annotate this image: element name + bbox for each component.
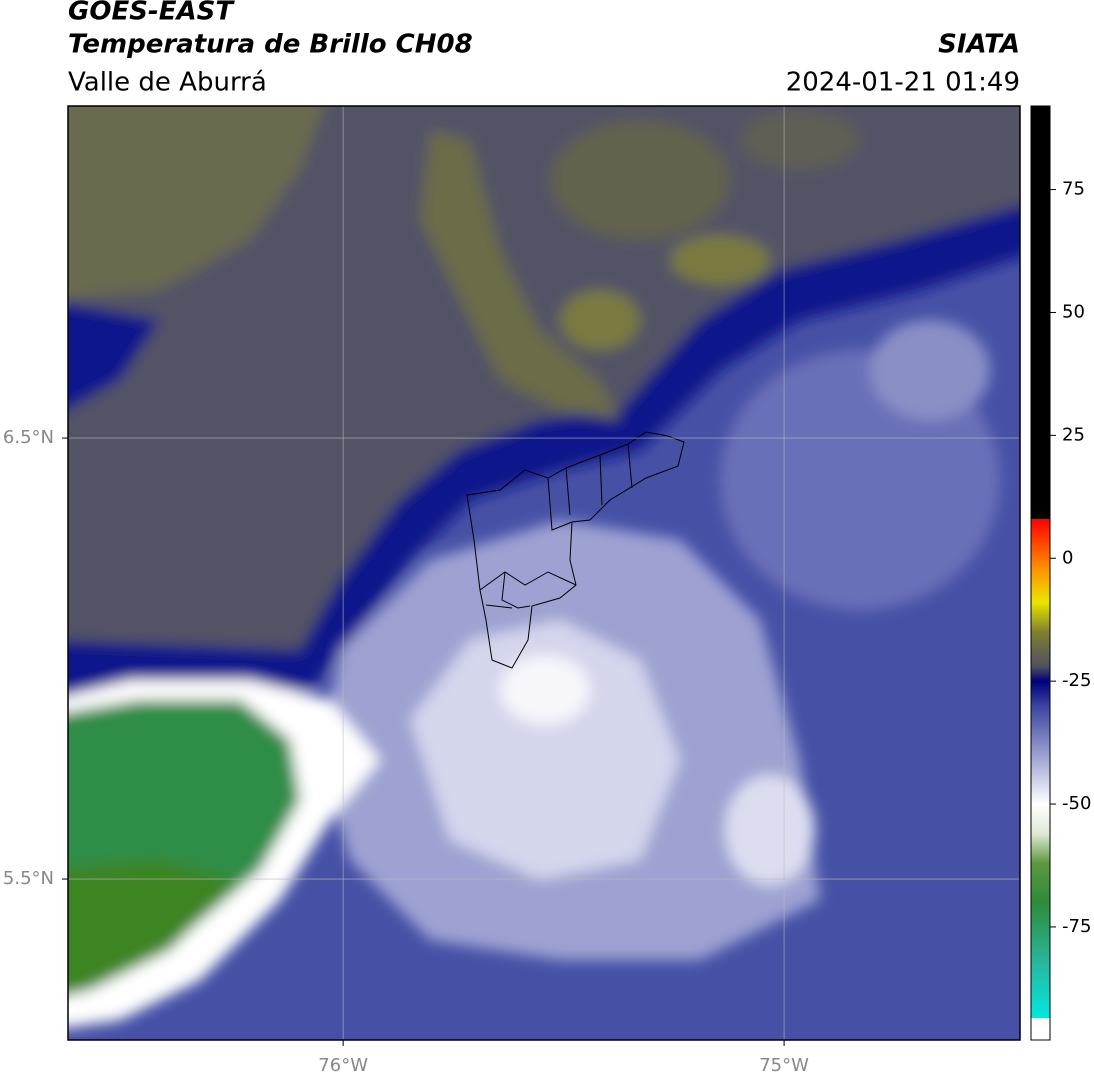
y-tick-label: 5.5°N [3,868,54,889]
colorbar-tick-label: 50 [1062,301,1085,322]
colorbar-tick-label: -75 [1062,916,1091,937]
subtitle: Temperatura de Brillo CH08 [68,30,473,60]
timestamp: 2024-01-21 01:49 [786,68,1020,98]
graticule [68,106,1020,1040]
colorbar-tick-label: 75 [1062,179,1085,200]
municipal-boundaries [466,431,685,669]
y-tick-label: 6.5°N [3,427,54,448]
colorbar [1030,105,1051,1041]
source: SIATA [938,30,1020,60]
title: GOES-EAST [68,0,235,27]
map-image [68,106,1020,1040]
region: Valle de Aburrá [68,68,267,98]
colorbar-tick-label: 0 [1062,547,1073,568]
colorbar-tick-label: 25 [1062,424,1085,445]
x-tick-label: 75°W [759,1055,809,1076]
map-frame [67,105,1021,1041]
colorbar-tick-label: -25 [1062,670,1091,691]
x-tick-label: 76°W [318,1055,368,1076]
colorbar-tick-label: -50 [1062,793,1091,814]
